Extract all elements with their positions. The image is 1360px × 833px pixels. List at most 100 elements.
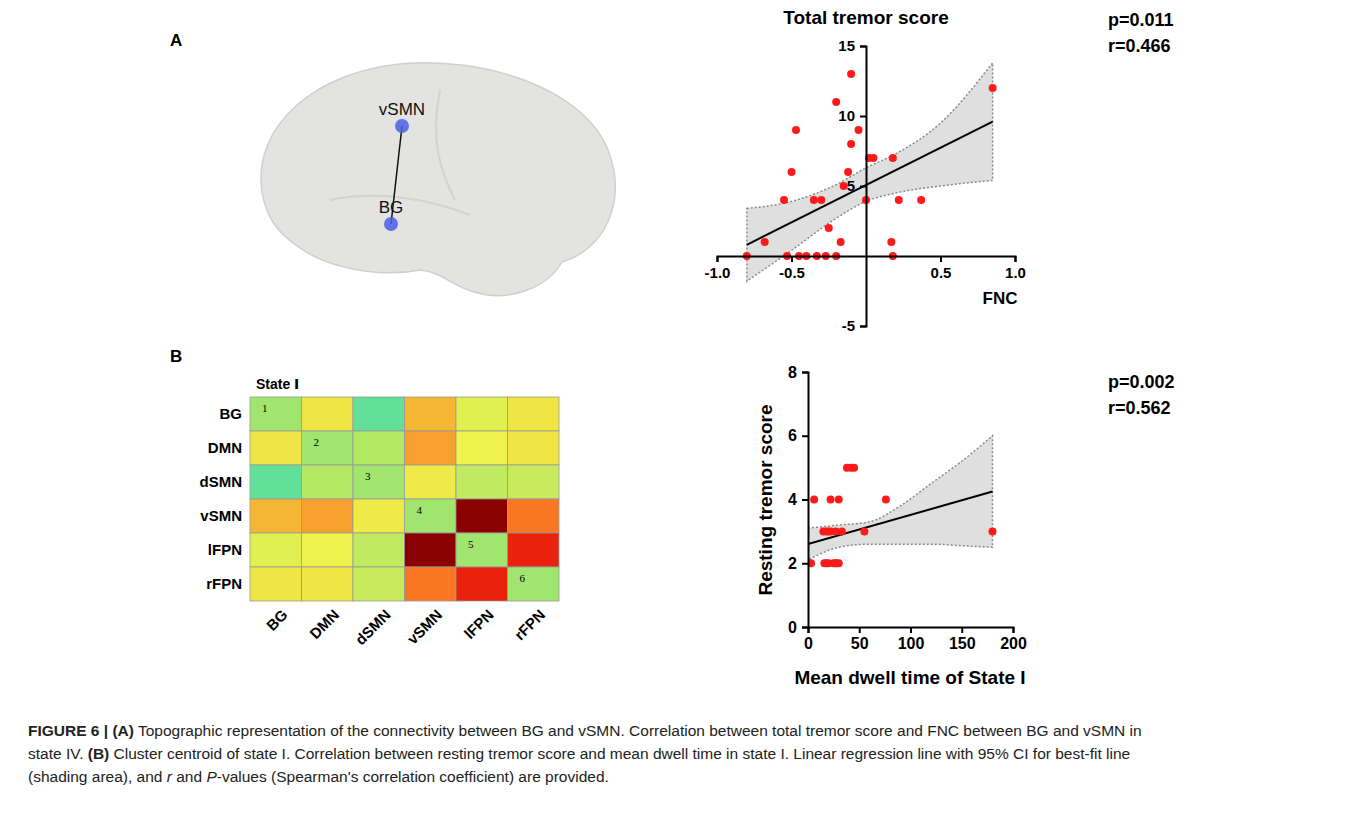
tick: 0.5 bbox=[931, 256, 952, 281]
tick-mark bbox=[802, 372, 808, 374]
tick: vSMN bbox=[200, 507, 242, 524]
plot-area bbox=[743, 63, 997, 281]
axis: 050100150200 bbox=[804, 627, 1027, 652]
annotation: r=0.466 bbox=[1108, 36, 1171, 56]
cell-label: 3 bbox=[365, 470, 371, 482]
data-point bbox=[810, 496, 818, 504]
tick-label: BG bbox=[220, 405, 243, 422]
caption-line: state IV. (B) Cluster centroid of state … bbox=[28, 745, 1130, 762]
tick: -1.0 bbox=[705, 256, 731, 281]
tick-label: 10 bbox=[838, 107, 855, 124]
tick: 50 bbox=[851, 627, 869, 652]
tick-label: -5 bbox=[842, 317, 855, 334]
tick: dSMN bbox=[352, 606, 394, 648]
tick-label: vSMN bbox=[404, 606, 445, 647]
panel-letter: A bbox=[170, 31, 182, 50]
heatmap-cell bbox=[353, 567, 405, 601]
heatmap-cell bbox=[508, 397, 560, 431]
heatmap-cell bbox=[302, 431, 354, 465]
tick-label: -0.5 bbox=[779, 264, 805, 281]
axis-line bbox=[802, 373, 809, 628]
heatmap-cell bbox=[302, 465, 354, 499]
heatmap-cell bbox=[250, 431, 302, 465]
tick-label: rFPN bbox=[206, 575, 242, 592]
tick-label: BG bbox=[263, 606, 291, 634]
annotation: p=0.002 bbox=[1108, 372, 1175, 392]
tick-mark bbox=[860, 46, 866, 48]
data-point bbox=[838, 527, 846, 535]
heatmap-cell bbox=[508, 431, 560, 465]
chart-title: Total tremor score bbox=[783, 7, 948, 28]
axis: BGDMNdSMNvSMNlFPNrFPN bbox=[263, 606, 548, 648]
heatmap-cell bbox=[405, 431, 457, 465]
caption-line: FIGURE 6 | (A) Topographic representatio… bbox=[28, 722, 1142, 739]
tick: 15 bbox=[838, 37, 866, 54]
data-point bbox=[895, 196, 903, 204]
figure: ABvSMNBG-1.0-0.50.51.0-551015Total tremo… bbox=[0, 0, 1360, 833]
tick-label: 150 bbox=[949, 635, 976, 652]
scatter-chart: -1.0-0.50.51.0-551015Total tremor scoreF… bbox=[705, 7, 1174, 334]
tick-mark bbox=[1015, 256, 1017, 262]
cell-label: 1 bbox=[262, 402, 268, 414]
data-point bbox=[989, 84, 997, 92]
scatter-chart: 05010015020002468Mean dwell time of Stat… bbox=[755, 364, 1175, 688]
confidence-band bbox=[747, 63, 993, 281]
tick-mark bbox=[802, 435, 808, 437]
tick: DMN bbox=[208, 439, 242, 456]
heatmap-cell bbox=[302, 499, 354, 533]
heatmap-cell bbox=[353, 499, 405, 533]
axis: 02468 bbox=[788, 364, 808, 636]
caption-run: and bbox=[172, 768, 206, 785]
tick-label: 100 bbox=[898, 635, 925, 652]
data-point bbox=[917, 196, 925, 204]
network-node bbox=[395, 119, 409, 133]
caption-run: state IV. bbox=[28, 745, 88, 762]
tick-mark bbox=[1013, 627, 1015, 633]
tick: dSMN bbox=[200, 473, 243, 490]
axis-line bbox=[860, 47, 867, 327]
heatmap-cell bbox=[250, 533, 302, 567]
heatmap-cell bbox=[456, 533, 508, 567]
heatmap-cell bbox=[456, 567, 508, 601]
tick-label: vSMN bbox=[200, 507, 242, 524]
tick: 1.0 bbox=[1005, 256, 1026, 281]
data-point bbox=[835, 559, 843, 567]
cell-label: 6 bbox=[520, 572, 526, 584]
data-point bbox=[780, 196, 788, 204]
data-point bbox=[832, 98, 840, 106]
tick: rFPN bbox=[511, 606, 548, 643]
caption-run: Topographic representation of the connec… bbox=[134, 722, 1142, 739]
heatmap-cell bbox=[405, 499, 457, 533]
tick-mark bbox=[802, 563, 808, 565]
tick-label: 0 bbox=[788, 619, 797, 636]
tick-mark bbox=[802, 499, 808, 501]
heatmap-cell bbox=[508, 567, 560, 601]
data-point bbox=[860, 527, 868, 535]
data-point bbox=[835, 496, 843, 504]
cell-label: 4 bbox=[417, 504, 423, 516]
brain-diagram: vSMNBG bbox=[261, 63, 615, 296]
caption-run: Cluster centroid of state I. Correlation… bbox=[109, 745, 1130, 762]
annotation: r=0.562 bbox=[1108, 398, 1171, 418]
tick-label: dSMN bbox=[200, 473, 243, 490]
data-point bbox=[882, 496, 890, 504]
data-point bbox=[810, 196, 818, 204]
caption: FIGURE 6 | (A) Topographic representatio… bbox=[28, 722, 1142, 785]
tick-label: lFPN bbox=[461, 606, 497, 642]
brain-sulcus bbox=[330, 90, 470, 215]
tick: 8 bbox=[788, 364, 808, 381]
brain-outline bbox=[261, 63, 615, 296]
data-point bbox=[887, 238, 895, 246]
heatmap-cell bbox=[508, 465, 560, 499]
heatmap-cell bbox=[456, 465, 508, 499]
heatmap-cell bbox=[250, 465, 302, 499]
heatmap-cell bbox=[353, 533, 405, 567]
data-point bbox=[825, 224, 833, 232]
tick-mark bbox=[910, 627, 912, 633]
network-node bbox=[384, 217, 398, 231]
heatmap-cell bbox=[405, 465, 457, 499]
heatmap-cell bbox=[250, 397, 302, 431]
heatmap-cell bbox=[250, 567, 302, 601]
tick-label: 4 bbox=[788, 491, 797, 508]
regression-line bbox=[808, 492, 993, 545]
